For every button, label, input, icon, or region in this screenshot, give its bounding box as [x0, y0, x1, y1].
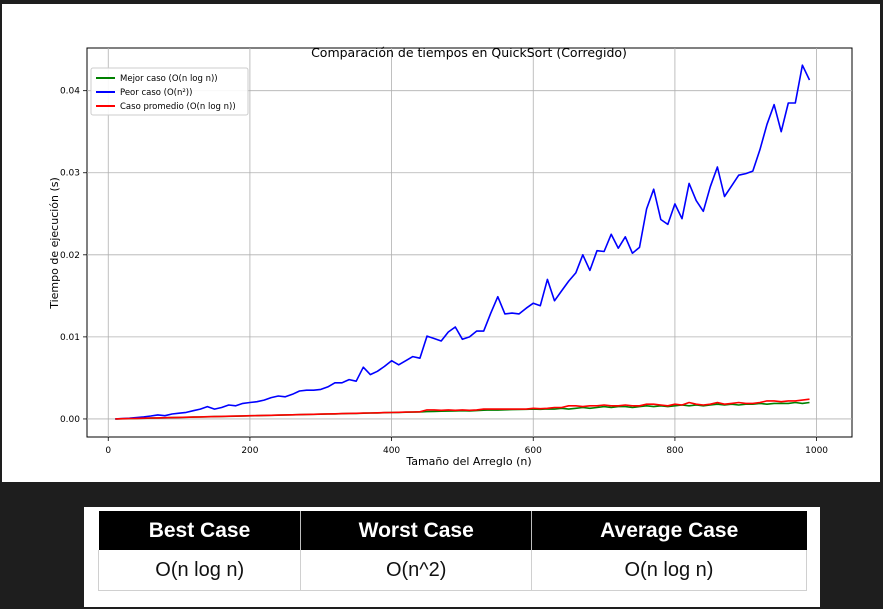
legend-label-worst: Peor caso (O(n²)): [120, 88, 192, 98]
average-case-series-line: [115, 398, 810, 420]
complexity-table-panel: Best Case Worst Case Average Case O(n lo…: [84, 507, 820, 607]
cell-best-case: O(n log n): [97, 550, 302, 591]
series-layer: [115, 64, 811, 420]
cell-worst-case: O(n^2): [300, 550, 532, 591]
header-worst-case: Worst Case: [300, 511, 532, 550]
y-tick-label: 0.04: [60, 87, 80, 97]
x-tick-label: 0: [105, 446, 111, 456]
chart-figure: 0 200 400 600 800 1000 0.00 0.01 0.02 0.03 0.04 Co…: [48, 45, 853, 468]
x-axis-label: Tamaño del Arreglo (n): [405, 455, 531, 468]
legend-label-average: Caso promedio (O(n log n)): [120, 102, 236, 112]
worst-case-series-line: [115, 64, 811, 420]
complexity-table: Best Case Worst Case Average Case O(n lo…: [97, 511, 808, 591]
y-tick-label: 0.02: [60, 251, 80, 261]
x-tick-label: 1000: [805, 446, 828, 456]
chart-title: Comparación de tiempos en QuickSort (Cor…: [311, 45, 627, 60]
x-tick-label: 600: [525, 446, 542, 456]
header-best-case: Best Case: [98, 511, 302, 550]
y-tick-label: 0.03: [60, 169, 80, 179]
x-tick-label: 400: [383, 446, 400, 456]
table-header-row: Best Case Worst Case Average Case: [98, 511, 807, 550]
legend-label-best: Mejor caso (O(n log n)): [120, 74, 218, 84]
y-tick-label: 0.01: [60, 333, 80, 343]
y-tick-label: 0.00: [60, 415, 80, 425]
tick-layer: 0 200 400 600 800 1000 0.00 0.01 0.02 0.03 0.04: [60, 87, 828, 456]
x-tick-label: 800: [666, 446, 683, 456]
cell-average-case: O(n log n): [531, 550, 808, 591]
legend: Mejor caso (O(n log n)) Peor caso (O(n²)…: [90, 67, 249, 116]
chart-panel: 0 200 400 600 800 1000 0.00 0.01 0.02 0.03 0.04 Co…: [2, 4, 880, 482]
y-axis-label: Tiempo de ejecución (s): [48, 177, 61, 310]
x-tick-label: 200: [241, 446, 258, 456]
table-row: O(n log n) O(n^2) O(n log n): [97, 550, 808, 591]
legend-box: [90, 67, 249, 116]
grid-layer: [87, 48, 852, 437]
header-average-case: Average Case: [531, 511, 807, 550]
